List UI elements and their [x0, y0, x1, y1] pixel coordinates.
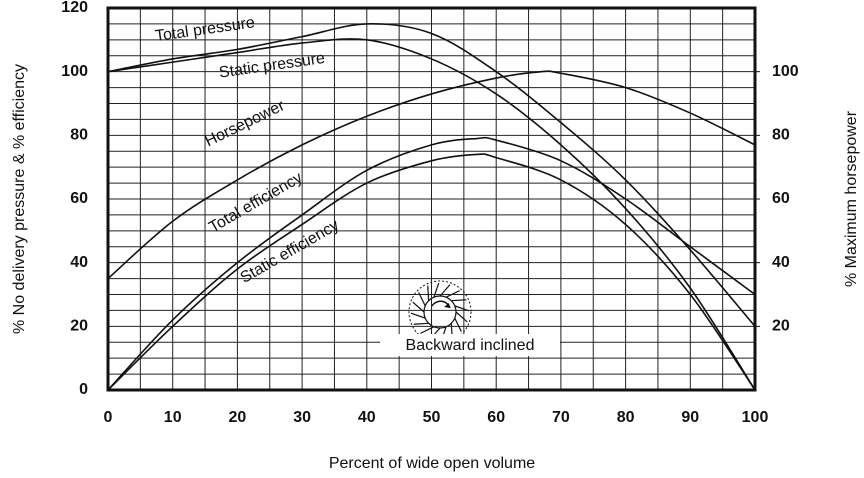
y-tick-label: 100: [61, 63, 88, 80]
series-label: Static pressure: [218, 50, 326, 82]
x-tick-label: 80: [617, 409, 635, 426]
series-label: Horsepower: [202, 97, 288, 150]
fan-blade: [445, 290, 460, 298]
line-curve: [107, 70, 756, 280]
y2-tick-label: 40: [772, 254, 790, 271]
x-tick-label: 40: [358, 409, 376, 426]
y-tick-label: 0: [79, 381, 88, 398]
fan-blade: [455, 311, 468, 323]
line-curve: [107, 136, 756, 391]
y-tick-label: 80: [70, 127, 88, 144]
line-curve: [107, 38, 756, 391]
x-tick-label: 100: [742, 409, 769, 426]
y-tick-label: 20: [70, 318, 88, 335]
line-curve: [107, 153, 756, 391]
y2-tick-label: 20: [772, 318, 790, 335]
series-label: Static efficiency: [238, 217, 343, 287]
y-tick-label: 120: [61, 0, 88, 16]
series-label: Total efficiency: [206, 169, 305, 236]
x-tick-label: 90: [681, 409, 699, 426]
fan-blade: [413, 322, 429, 325]
x-tick-label: 20: [229, 409, 247, 426]
y-tick-label: 60: [70, 190, 88, 207]
fan-icon: [408, 280, 472, 344]
y2-tick-label: 100: [772, 63, 799, 80]
x-axis-label: Percent of wide open volume: [329, 455, 535, 472]
x-tick-label: 0: [104, 409, 113, 426]
x-tick-label: 50: [423, 409, 441, 426]
fan-blade: [433, 282, 440, 298]
y-tick-label: 40: [70, 254, 88, 271]
fan-blade: [410, 312, 426, 319]
x-tick-label: 10: [164, 409, 182, 426]
annotation: Backward inclined: [406, 337, 535, 354]
y2-tick-label: 80: [772, 127, 790, 144]
y2-axis-label: % Maximum horsepower: [843, 110, 860, 287]
fan-blade: [454, 317, 462, 332]
plot-frame: [106, 6, 757, 392]
annotation-bg: [380, 334, 560, 356]
y2-tick-label: 60: [772, 190, 790, 207]
fan-blade: [427, 285, 430, 301]
line-curve: [107, 23, 756, 327]
x-tick-label: 30: [293, 409, 311, 426]
x-tick-label: 60: [487, 409, 505, 426]
x-tick-label: 70: [552, 409, 570, 426]
y-axis-label: % No delivery pressure & % efficiency: [11, 64, 28, 334]
